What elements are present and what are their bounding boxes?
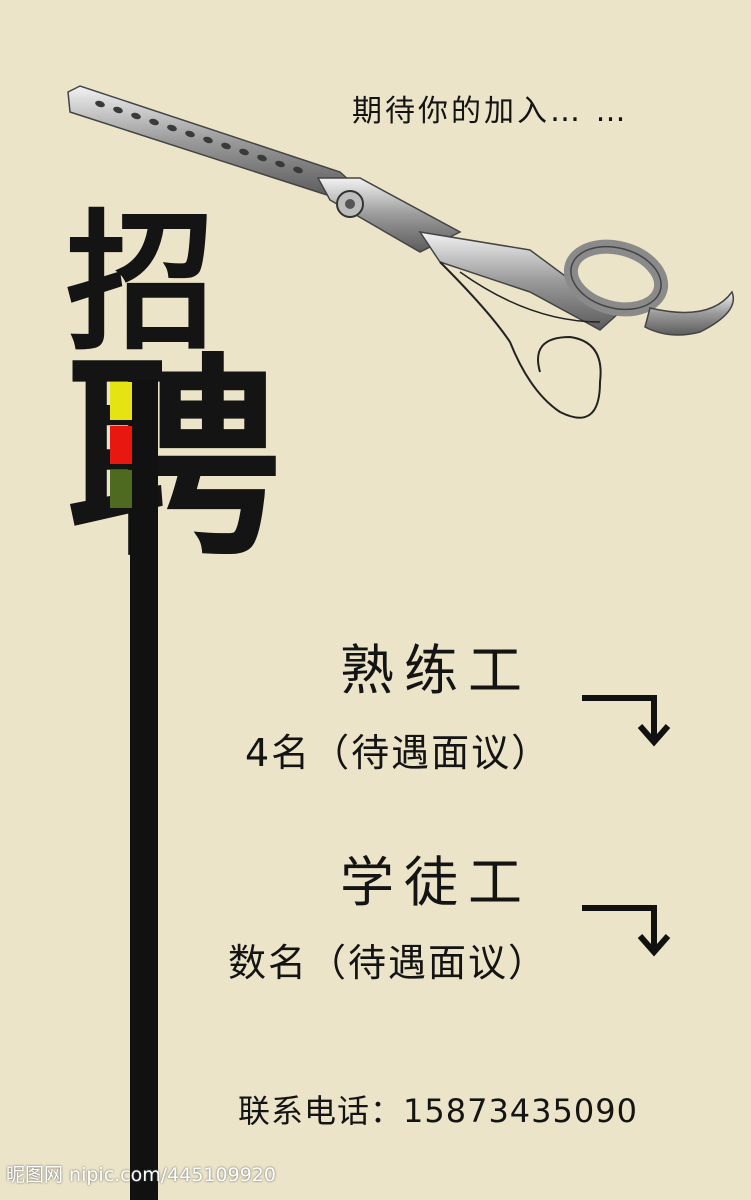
arrow-down-right-icon bbox=[582, 695, 671, 747]
watermark: 昵图网 nipic.com/445109920 bbox=[6, 1164, 276, 1186]
job-title: 学徒工 bbox=[340, 851, 532, 914]
tagline: 期待你的加入… … bbox=[352, 94, 629, 129]
vertical-bar bbox=[130, 380, 158, 1200]
color-block-yellow bbox=[110, 382, 132, 420]
headline-char-pin: 聘 bbox=[66, 333, 281, 586]
job-detail: 数名（待遇面议） bbox=[228, 941, 549, 985]
contact-phone: 联系电话：15873435090 bbox=[238, 1092, 638, 1130]
color-block-olive bbox=[110, 470, 132, 508]
arrow-down-right-icon bbox=[582, 905, 671, 957]
headline-char-zhao: 招 bbox=[66, 195, 217, 371]
job-title: 熟练工 bbox=[340, 639, 532, 702]
job-detail: 4名（待遇面议） bbox=[245, 731, 552, 775]
color-block-red bbox=[110, 426, 132, 464]
scissors-icon bbox=[67, 85, 734, 419]
